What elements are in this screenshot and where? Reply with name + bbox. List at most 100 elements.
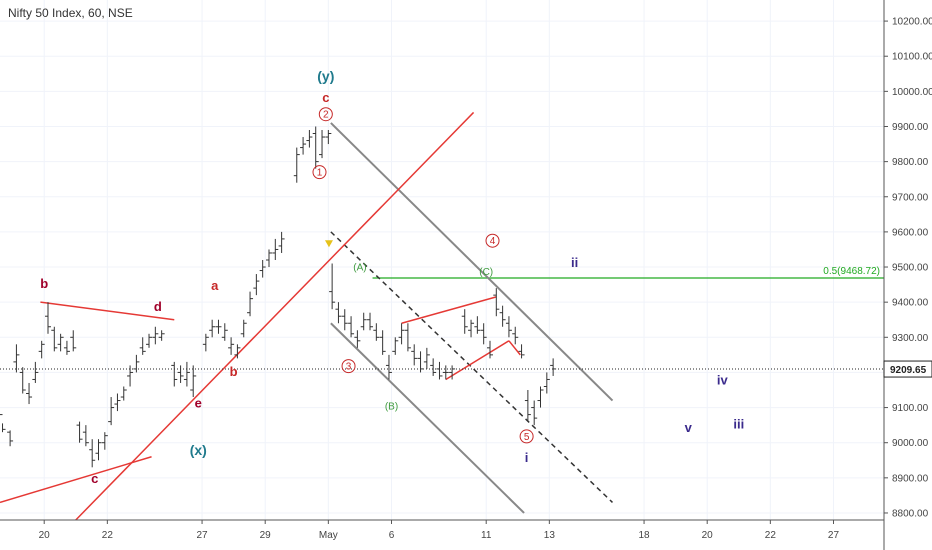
- ohlc-bar: [215, 319, 222, 334]
- ohlc-bar: [13, 344, 20, 373]
- ohlc-bar: [449, 365, 456, 380]
- ohlc-bar: [486, 340, 493, 359]
- y-tick-label: 8900.00: [892, 473, 929, 484]
- ohlc-bar: [89, 439, 96, 468]
- ohlc-bar: [385, 354, 392, 380]
- ohlc-bar: [499, 305, 506, 327]
- ohlc-bar: [209, 319, 216, 338]
- y-tick-label: 10200.00: [892, 17, 932, 28]
- ohlc-bar: [360, 312, 367, 331]
- trendline-3: [75, 111, 475, 521]
- wave-label-circle: [519, 429, 534, 444]
- ohlc-bar: [63, 340, 70, 355]
- trendline-7: [445, 340, 510, 381]
- ohlc-bar: [480, 323, 487, 345]
- ohlc-bar: [221, 323, 228, 341]
- wave-label: d: [154, 299, 162, 314]
- trendline-1: [330, 322, 525, 514]
- x-tick-label: 20: [39, 530, 51, 541]
- wave-label: c: [322, 90, 329, 105]
- ohlc-bar: [493, 288, 500, 317]
- ohlc-bar: [202, 333, 209, 352]
- y-tick-label: 9800.00: [892, 157, 929, 168]
- ohlc-bar: [354, 330, 361, 348]
- wave-label: 2: [323, 110, 329, 121]
- wave-label: (C): [479, 267, 493, 278]
- ohlc-bar: [293, 147, 300, 183]
- x-tick-label: May: [319, 530, 338, 541]
- ohlc-bar: [228, 337, 235, 355]
- y-tick-label: 9700.00: [892, 192, 929, 203]
- wave-label: a: [211, 278, 219, 293]
- ohlc-bar: [512, 326, 519, 345]
- triangle-down-marker: [324, 240, 333, 248]
- wave-label: (x): [190, 442, 207, 458]
- ohlc-bar: [392, 337, 399, 355]
- trendline-4: [0, 456, 152, 504]
- ohlc-bar: [272, 238, 279, 260]
- ohlc-bar: [524, 390, 531, 422]
- ohlc-bar: [550, 358, 557, 376]
- ohlc-bar: [44, 302, 51, 334]
- ohlc-bar: [259, 260, 266, 278]
- ohlc-bar: [461, 309, 468, 334]
- ohlc-bar: [190, 365, 197, 398]
- ohlc-bar: [171, 361, 178, 387]
- ohlc-bar: [26, 382, 33, 405]
- y-tick-label: 9900.00: [892, 122, 929, 133]
- ohlc-bar: [57, 333, 64, 352]
- trendline-6: [401, 296, 497, 324]
- ohlc-bar: [423, 347, 430, 369]
- ohlc-bar: [325, 130, 332, 145]
- ohlc-bar: [537, 386, 544, 408]
- wave-label: v: [685, 420, 693, 435]
- ohlc-bar: [436, 361, 443, 380]
- ohlc-bar: [146, 333, 153, 348]
- trendline-0: [330, 122, 614, 402]
- wave-label: (B): [385, 401, 398, 412]
- x-tick-label: 27: [196, 530, 208, 541]
- ohlc-bar: [265, 249, 272, 268]
- ohlc-bar: [329, 263, 336, 310]
- ohlc-bar: [127, 365, 134, 387]
- wave-label: iv: [717, 373, 729, 388]
- wave-label: 1: [317, 168, 323, 179]
- last-price-label: 9209.65: [890, 365, 927, 376]
- ohlc-bar: [505, 316, 512, 338]
- y-tick-label: 9600.00: [892, 227, 929, 238]
- wave-label: ii: [571, 255, 578, 270]
- ohlc-bar: [306, 130, 313, 148]
- x-tick-label: 13: [544, 530, 556, 541]
- ohlc-bar: [442, 365, 449, 380]
- y-tick-label: 9100.00: [892, 403, 929, 414]
- x-tick-label: 6: [389, 530, 395, 541]
- ohlc-bar: [114, 393, 121, 412]
- x-tick-label: 22: [765, 530, 777, 541]
- last-price-badge: [883, 360, 932, 378]
- ohlc-bar: [133, 354, 140, 373]
- ohlc-bar: [411, 344, 418, 366]
- y-tick-label: 9300.00: [892, 333, 929, 344]
- ohlc-bar: [32, 361, 39, 383]
- ohlc-bar: [335, 302, 342, 324]
- ohlc-bars-layer: [0, 126, 557, 468]
- ohlc-bar: [139, 337, 146, 355]
- ohlc-bar: [19, 367, 26, 394]
- trendline-2: [330, 231, 614, 503]
- wave-label: i: [525, 450, 529, 465]
- wave-label: 3: [346, 362, 352, 373]
- x-tick-label: 29: [260, 530, 272, 541]
- ohlc-bar: [341, 309, 348, 331]
- y-tick-label: 9000.00: [892, 438, 929, 449]
- x-tick-label: 20: [702, 530, 714, 541]
- ohlc-bar: [312, 126, 319, 169]
- ohlc-bar: [474, 316, 481, 334]
- ohlc-bar: [51, 326, 58, 352]
- wave-label-circle: [318, 107, 333, 122]
- ohlc-bar: [120, 386, 127, 401]
- chart-title: Nifty 50 Index, 60, NSE: [8, 6, 133, 20]
- ohlc-bar: [95, 439, 102, 461]
- wave-label: c: [91, 471, 98, 486]
